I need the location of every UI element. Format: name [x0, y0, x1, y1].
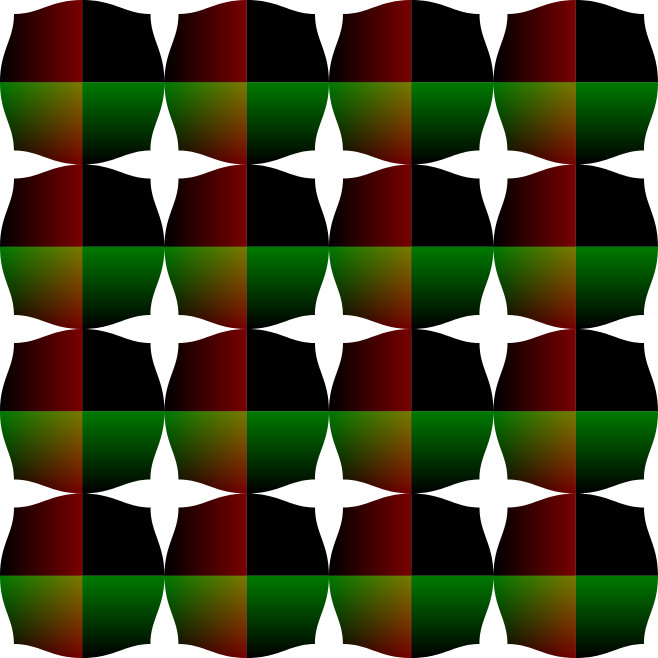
page	[0, 0, 658, 658]
pattern-canvas	[0, 0, 658, 658]
tile-grid	[0, 0, 658, 658]
